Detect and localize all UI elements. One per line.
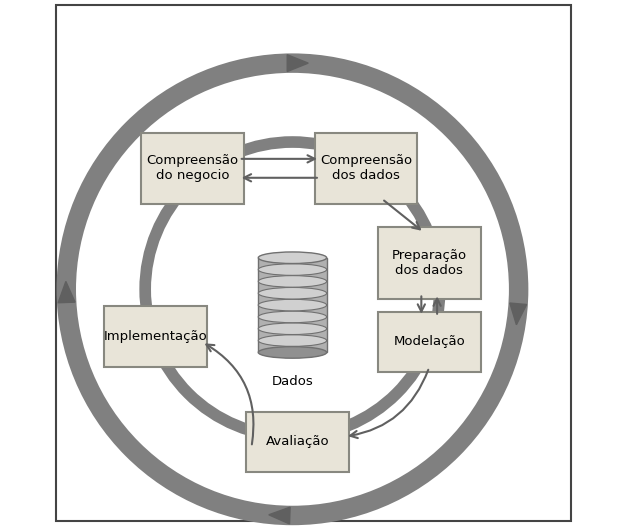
Polygon shape <box>510 303 527 325</box>
Text: Modelação: Modelação <box>393 336 465 348</box>
Ellipse shape <box>258 311 327 323</box>
Ellipse shape <box>258 252 327 264</box>
Polygon shape <box>58 281 75 303</box>
FancyBboxPatch shape <box>56 5 571 521</box>
FancyBboxPatch shape <box>105 306 207 367</box>
Ellipse shape <box>258 299 327 311</box>
FancyBboxPatch shape <box>141 133 244 204</box>
Ellipse shape <box>258 287 327 299</box>
Text: Compreensão
dos dados: Compreensão dos dados <box>320 154 412 183</box>
Text: Implementação: Implementação <box>104 330 208 343</box>
FancyBboxPatch shape <box>378 311 480 372</box>
FancyBboxPatch shape <box>246 411 349 472</box>
Text: Dados: Dados <box>271 375 314 388</box>
Ellipse shape <box>258 276 327 287</box>
Ellipse shape <box>258 347 327 358</box>
Text: Compreensão
do negocio: Compreensão do negocio <box>147 154 239 183</box>
Polygon shape <box>269 507 290 524</box>
Text: Preparação
dos dados: Preparação dos dados <box>392 249 466 277</box>
FancyBboxPatch shape <box>378 227 480 299</box>
Ellipse shape <box>258 264 327 276</box>
FancyBboxPatch shape <box>258 258 327 352</box>
FancyBboxPatch shape <box>315 133 418 204</box>
Ellipse shape <box>258 323 327 335</box>
Text: Avaliação: Avaliação <box>266 436 330 448</box>
Ellipse shape <box>258 335 327 347</box>
Polygon shape <box>287 55 308 72</box>
